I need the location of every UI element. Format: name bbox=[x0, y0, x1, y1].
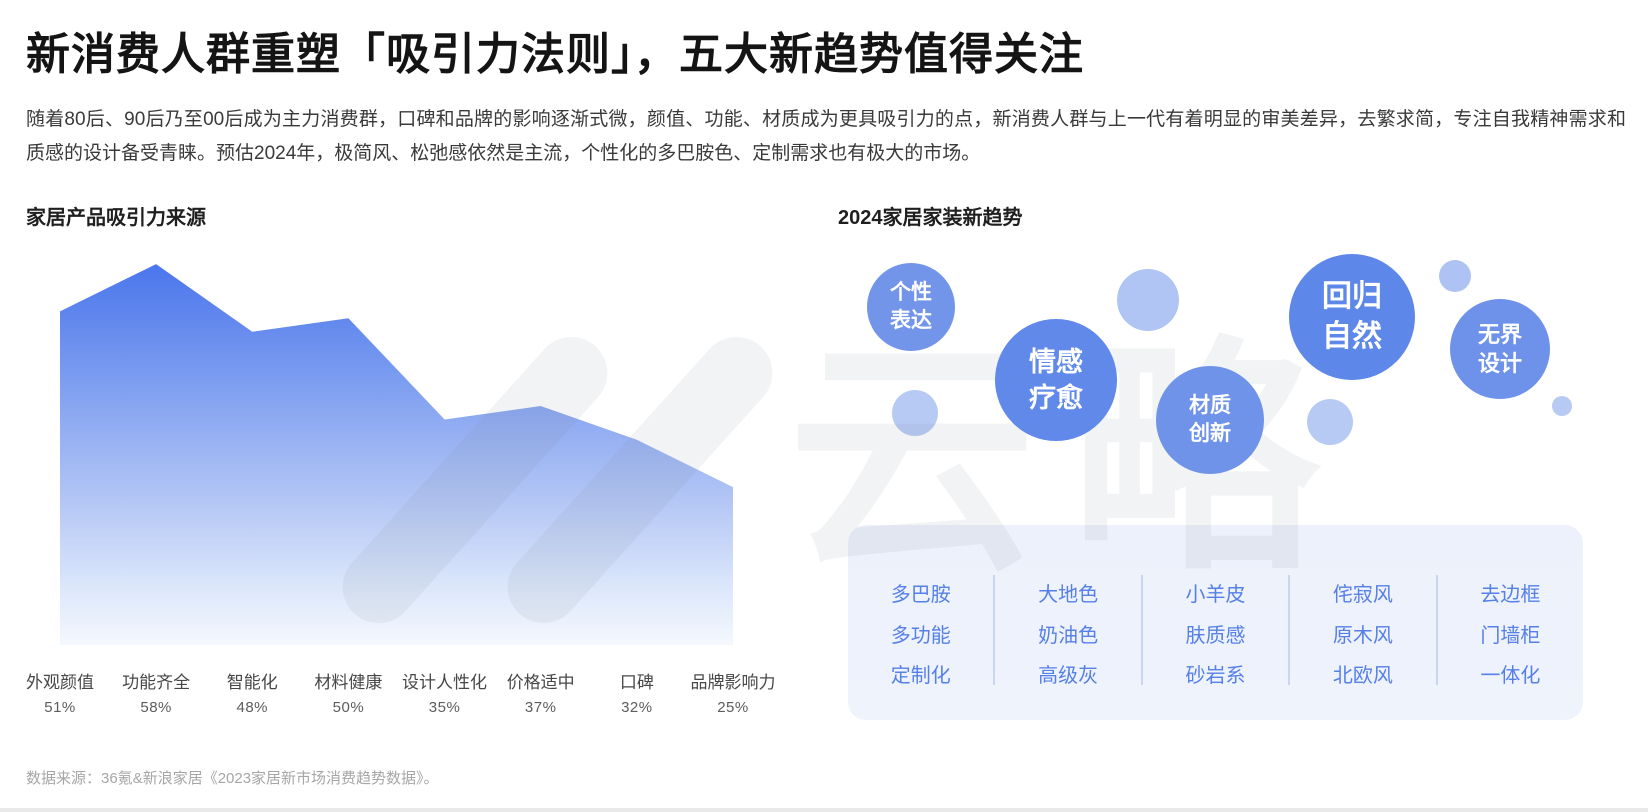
chart-category-label: 设计人性化 bbox=[402, 673, 488, 692]
trends-panel-background bbox=[848, 525, 1583, 720]
chart-category-label: 品牌影响力 bbox=[690, 673, 776, 692]
trend-bubble-label: 材质 bbox=[1189, 394, 1231, 417]
trend-bubble: 回归 自然 bbox=[1289, 254, 1415, 380]
trend-keyword: 砂岩系 bbox=[1185, 665, 1246, 687]
chart-category-label: 功能齐全 bbox=[122, 673, 191, 692]
trend-bubble-label: 创新 bbox=[1189, 422, 1231, 445]
decor-circle bbox=[1117, 269, 1179, 331]
page-description: 随着80后、90后乃至00后成为主力消费群，口碑和品牌的影响逐渐式微，颜值、功能… bbox=[26, 109, 1626, 164]
trend-bubble-label: 设计 bbox=[1477, 351, 1522, 376]
trend-keyword: 小羊皮 bbox=[1185, 584, 1246, 606]
trend-keyword: 去边框 bbox=[1480, 584, 1541, 606]
area-chart-shape bbox=[60, 264, 733, 645]
trend-bubble-label: 个性 bbox=[890, 281, 932, 304]
decor-circle bbox=[892, 390, 938, 436]
watermark-logo-slash-icon bbox=[492, 322, 788, 638]
chart-title: 家居产品吸引力来源 bbox=[26, 207, 206, 229]
chart-value-label: 35% bbox=[428, 699, 461, 716]
trend-bubble-label: 疗愈 bbox=[1029, 383, 1083, 413]
chart-value-label: 37% bbox=[524, 699, 557, 716]
trend-bubble: 个性 表达 bbox=[867, 263, 955, 351]
trend-keyword: 肤质感 bbox=[1185, 624, 1246, 647]
trend-keyword: 北欧风 bbox=[1332, 665, 1393, 687]
trends-title: 2024家居家装新趋势 bbox=[838, 207, 1023, 229]
trend-bubble-label: 表达 bbox=[890, 309, 932, 332]
trend-bubble-label: 情感 bbox=[1029, 347, 1083, 377]
trend-bubble: 材质 创新 bbox=[1156, 366, 1264, 474]
trends-panel-column: 多巴胺 多功能 定制化 bbox=[848, 575, 996, 687]
page-title: 新消费人群重塑「吸引力法则」，五大新趋势值得关注 bbox=[26, 30, 1084, 79]
trends-panel-column: 去边框 门墙柜 一体化 bbox=[1438, 575, 1583, 687]
trend-keyword: 奶油色 bbox=[1038, 624, 1099, 647]
chart-category-label: 智能化 bbox=[226, 673, 278, 692]
chart-category-label: 外观颜值 bbox=[26, 673, 94, 692]
trends-panel-column: 侘寂风 原木风 北欧风 bbox=[1290, 575, 1438, 687]
chart-category-label: 口碑 bbox=[619, 673, 654, 692]
chart-value-label: 25% bbox=[717, 699, 749, 716]
trend-bubble: 无界 设计 bbox=[1450, 299, 1550, 399]
chart-category-label: 材料健康 bbox=[314, 673, 383, 692]
trend-keyword: 多巴胺 bbox=[890, 584, 951, 606]
trend-bubble-label: 回归 bbox=[1322, 280, 1382, 313]
trend-keyword: 高级灰 bbox=[1038, 665, 1099, 687]
chart-category-label: 价格适中 bbox=[506, 673, 575, 692]
chart-value-label: 32% bbox=[621, 699, 653, 716]
decor-circle bbox=[1307, 399, 1353, 445]
trends-panel-column: 小羊皮 肤质感 砂岩系 bbox=[1143, 575, 1291, 687]
trend-bubble-label: 无界 bbox=[1477, 322, 1522, 347]
trend-keyword: 门墙柜 bbox=[1480, 624, 1541, 647]
decor-circle bbox=[1552, 396, 1572, 416]
trend-bubble-label: 自然 bbox=[1322, 320, 1382, 353]
trend-keyword: 侘寂风 bbox=[1332, 584, 1393, 606]
chart-value-label: 48% bbox=[236, 699, 269, 716]
trend-keyword: 一体化 bbox=[1480, 665, 1541, 687]
trend-keyword: 原木风 bbox=[1332, 624, 1393, 647]
trend-keyword: 大地色 bbox=[1038, 584, 1099, 606]
chart-value-label: 50% bbox=[332, 699, 365, 716]
chart-value-label: 51% bbox=[44, 699, 76, 716]
decor-circle bbox=[1439, 260, 1471, 292]
footer-source: 数据来源：36氪&新浪家居《2023家居新市场消费趋势数据》。 bbox=[26, 770, 439, 787]
chart-value-label: 58% bbox=[140, 699, 172, 716]
trends-panel-column: 大地色 奶油色 高级灰 bbox=[995, 575, 1143, 687]
trend-keyword: 多功能 bbox=[890, 624, 951, 647]
trend-bubble: 情感 疗愈 bbox=[995, 319, 1117, 441]
bottom-divider bbox=[0, 808, 1648, 812]
trend-keyword: 定制化 bbox=[890, 665, 951, 687]
trends-panel: 多巴胺 多功能 定制化 大地色 奶油色 高级灰 小羊皮 肤质感 砂岩系 侘寂风 原木风 北欧风 去边框门… bbox=[848, 525, 1583, 720]
watermark-logo-slash-icon bbox=[327, 322, 623, 638]
